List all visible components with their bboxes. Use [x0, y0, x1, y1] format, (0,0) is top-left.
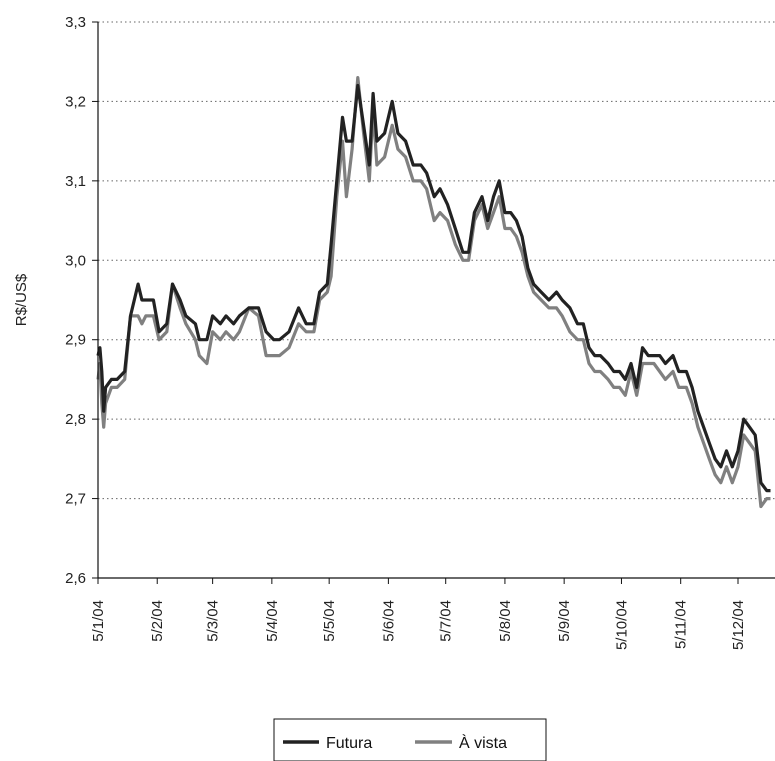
x-tick-label: 5/4/04 — [264, 600, 281, 642]
grid-lines — [98, 21, 775, 500]
y-tick-label: 3,3 — [65, 14, 86, 31]
y-tick-label: 3,0 — [65, 252, 86, 269]
x-tick-label: 5/8/04 — [497, 600, 514, 642]
legend-label-a-vista: À vista — [459, 733, 507, 752]
series-line-a-vista — [96, 76, 771, 509]
x-tick-label: 5/11/04 — [673, 600, 690, 649]
y-tick-label: 2,6 — [65, 570, 86, 587]
y-ticks: 2,6 2,7 2,8 2,9 3,0 3,1 3,2 3,3 — [65, 14, 98, 587]
legend-box — [273, 718, 547, 761]
y-axis-label: R$/US$ — [13, 273, 30, 326]
legend: Futura À vista — [273, 718, 547, 761]
x-tick-label: 5/12/04 — [730, 600, 747, 650]
y-tick-label: 3,1 — [65, 173, 86, 190]
x-tick-label: 5/2/04 — [149, 600, 166, 642]
x-tick-label: 5/1/04 — [90, 600, 107, 642]
series-layer — [96, 76, 771, 509]
legend-label-futura: Futura — [326, 735, 372, 752]
y-tick-label: 2,7 — [65, 491, 86, 508]
x-ticks: 5/1/04 5/2/04 5/3/04 5/4/04 5/5/04 5/6/04 5/7/… — [90, 578, 747, 650]
x-tick-label: 5/10/04 — [613, 600, 630, 650]
y-tick-label: 3,2 — [65, 93, 86, 110]
x-tick-label: 5/6/04 — [380, 600, 397, 642]
y-tick-label: 2,8 — [65, 411, 86, 428]
y-tick-label: 2,9 — [65, 332, 86, 349]
axes — [97, 22, 775, 579]
x-tick-label: 5/7/04 — [438, 600, 455, 642]
x-tick-label: 5/9/04 — [556, 600, 573, 642]
x-tick-label: 5/5/04 — [321, 600, 338, 642]
x-tick-label: 5/3/04 — [205, 600, 222, 642]
series-line-futura — [96, 83, 771, 493]
